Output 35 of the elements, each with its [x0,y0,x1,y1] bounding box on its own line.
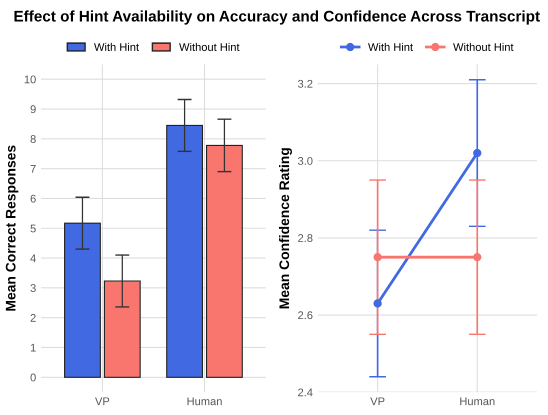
x-tick-label: Human [188,397,222,406]
legend-label: Without Hint [179,42,240,52]
legend-label: Without Hint [453,42,514,52]
y-tick-label: 2.6 [298,311,312,320]
y-axis-title: Mean Correct Responses [6,145,18,311]
x-tick-label: VP [95,397,110,406]
y-tick-label: 7 [30,165,36,173]
bar [166,124,204,378]
y-tick-label: 3.2 [298,80,312,88]
y-tick-label: 9 [30,105,36,114]
bar [104,280,141,378]
bar [64,222,101,378]
y-tick-label: 6 [30,194,36,203]
y-tick-label: 10 [24,75,36,84]
point [373,299,382,308]
y-tick-label: 3.0 [298,157,313,165]
legend-label: With Hint [368,42,413,51]
y-tick-label: 4 [30,254,36,262]
y-tick-label: 2 [30,314,36,322]
x-tick-label: Human [460,397,494,406]
point [473,253,482,262]
point [373,253,382,262]
y-tick-label: 8 [30,135,36,143]
y-tick-label: 0 [30,374,36,382]
y-tick-label: 1 [30,344,36,352]
legend-label: With Hint [94,42,139,51]
x-tick-label: VP [370,397,384,406]
bar [206,144,243,378]
y-tick-label: 2.8 [298,234,312,242]
chart-title: Effect of Hint Availability on Accuracy and Confidence Across Transcript [14,10,540,25]
y-tick-label: 3 [30,284,36,292]
y-axis-title: Mean Confidence Rating [278,148,292,308]
y-tick-label: 5 [30,224,36,232]
point [473,148,482,158]
y-tick-label: 2.4 [298,388,313,396]
